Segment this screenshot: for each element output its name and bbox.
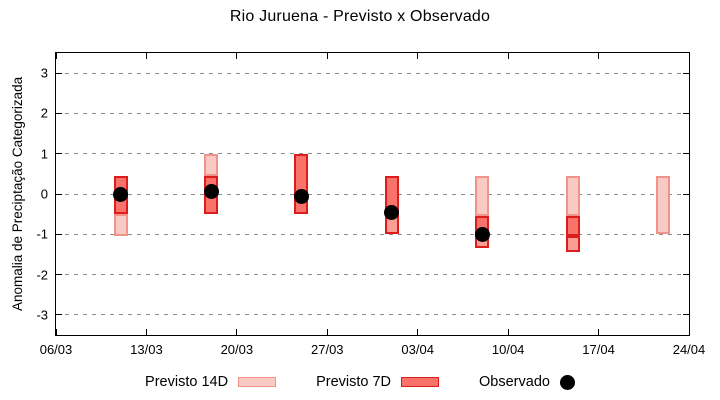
y-tick-mark [56,233,62,235]
x-tick-label: 03/04 [401,342,434,357]
gridline [56,112,689,114]
x-tick-mark [417,329,419,335]
forecast-bar-segment-dark [565,216,580,237]
y-tick-mark [683,274,689,276]
x-tick-mark [55,53,57,59]
y-axis-label: Anomalia de Preciptação Categorizada [10,76,25,312]
y-tick-mark [56,314,62,316]
gridline [56,193,689,195]
plot-area: 3 2 1 0 -1 -2 -3 06/03 13/03 20/03 27/03 03/04 10/04… [36,52,705,357]
forecast-bar-segment-light [565,175,580,217]
legend-item-observado: Observado [479,374,575,390]
gridline [56,233,689,235]
forecast-bar-segment-mid [565,236,580,253]
legend-label-observado: Observado [479,374,550,390]
forecast-bar-segment-dark [294,153,309,215]
x-tick-label: 17/04 [582,342,615,357]
x-tick-mark [55,329,57,335]
y-tick-mark [683,314,689,316]
x-tick-mark [236,329,238,335]
y-tick-mark [56,112,62,114]
x-tick-mark [598,53,600,59]
chart-title: Rio Juruena - Previsto x Observado [229,8,491,25]
gridline [56,314,689,316]
gridline [56,72,689,74]
observed-dot [474,226,490,242]
x-tick-label: 27/03 [311,342,344,357]
legend-label-previsto-7d: Previsto 7D [316,374,392,390]
x-tick-mark [507,53,509,59]
legend: Previsto 14D Previsto 7D Observado [0,368,720,396]
previsto-7d-swatch-icon [401,377,440,387]
observed-dot [293,188,309,204]
y-tick-mark [56,153,62,155]
forecast-bar-segment-light [475,175,490,217]
y-tick-label: 1 [40,146,48,162]
x-tick-mark [507,329,509,335]
y-tick-mark [683,72,689,74]
y-tick-mark [56,72,62,74]
forecast-bar-segment-light [113,214,128,237]
x-tick-mark [326,329,328,335]
x-tick-mark [417,53,419,59]
x-tick-mark [145,329,147,335]
x-tick-label: 13/03 [130,342,163,357]
y-tick-mark [683,193,689,195]
forecast-bar-segment-light [656,175,671,235]
x-tick-mark [598,329,600,335]
x-tick-label: 24/04 [672,342,706,357]
legend-item-previsto-7d: Previsto 7D [316,374,440,390]
y-tick-mark [683,153,689,155]
y-tick-label: 0 [40,186,48,202]
x-tick-label: 06/03 [39,342,73,357]
gridline [56,153,689,155]
y-tick-mark [683,112,689,114]
observado-dot-icon [559,374,575,390]
x-tick-label: 20/03 [220,342,254,357]
x-tick-label: 10/04 [491,342,525,357]
y-tick-mark [683,233,689,235]
forecast-bar-segment-light [204,153,219,176]
observed-dot [203,184,219,200]
y-tick-label: -3 [36,307,48,323]
legend-item-previsto-14d: Previsto 14D [145,374,277,390]
x-tick-mark [688,329,690,335]
x-tick-mark [688,53,690,59]
y-tick-mark [56,274,62,276]
y-tick-label: -1 [36,226,48,242]
observed-dot [384,204,400,220]
legend-label-previsto-14d: Previsto 14D [145,374,229,390]
y-tick-label: -2 [36,267,48,283]
gridline [56,274,689,276]
x-tick-mark [145,53,147,59]
y-tick-mark [56,193,62,195]
observed-dot [113,186,129,202]
y-tick-label: 3 [40,65,48,81]
x-tick-mark [236,53,238,59]
y-tick-label: 2 [40,105,48,121]
x-tick-mark [326,53,328,59]
previsto-14d-swatch-icon [238,377,277,387]
